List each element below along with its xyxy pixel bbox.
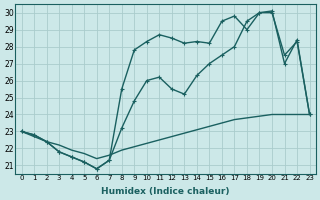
- X-axis label: Humidex (Indice chaleur): Humidex (Indice chaleur): [101, 187, 230, 196]
